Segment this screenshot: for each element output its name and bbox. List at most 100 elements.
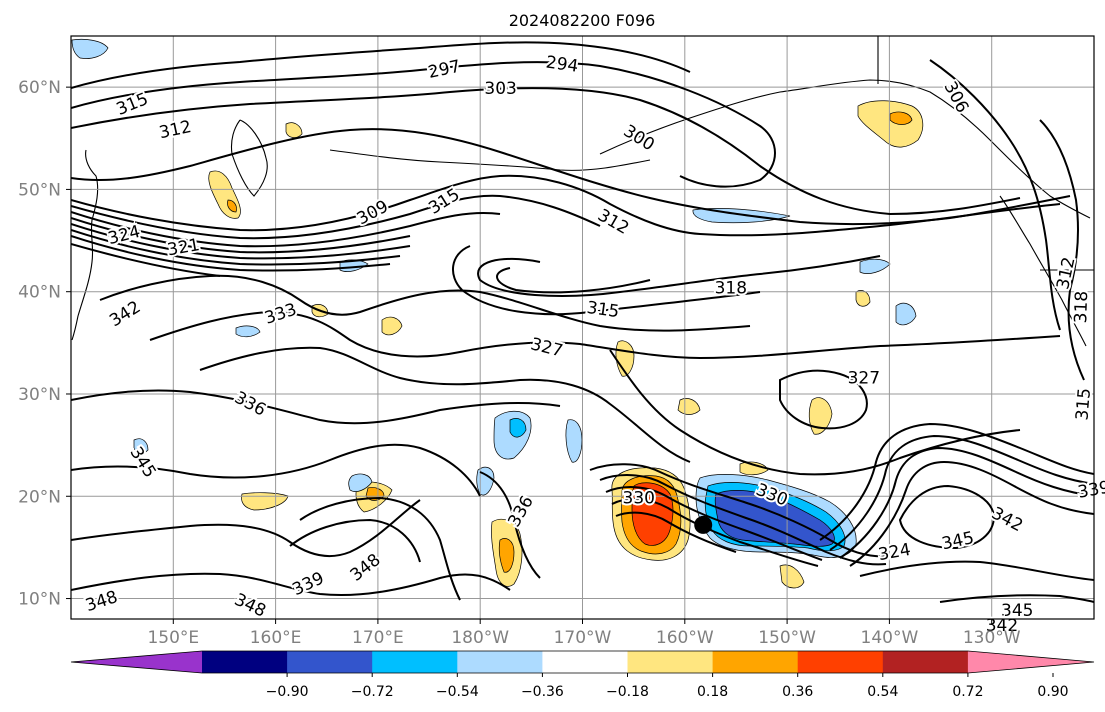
contour-line [829,434,1094,551]
colorbar-tick-label: 0.36 [782,684,813,700]
contour-line [929,59,1061,331]
contour-line [839,446,1094,559]
colorbar-extend-high [967,651,1094,673]
colorbar-tick-label: 0.18 [697,684,728,700]
lon-tick-label: 150°E [147,628,199,648]
contour-line [71,499,421,558]
contour-line [452,245,761,316]
coastlines [71,36,1094,347]
colorbar-segment [882,651,969,673]
storm-center-marker [694,515,713,534]
anomaly-patch [565,419,583,463]
contour-line [849,460,1094,567]
shaded-anomaly-layer [71,38,924,589]
contour-line [99,274,751,332]
anomaly-patch [227,199,237,213]
lon-tick-label: 160°E [250,628,302,648]
contour-line [1039,119,1085,381]
contour-line [589,463,891,558]
anomaly-patch [71,38,109,59]
colorbar-segment [202,651,288,673]
coastline-asia [71,149,99,341]
lat-tick-label: 40°N [18,283,61,303]
contour-label: 315 [1072,387,1095,421]
colorbar-tick-label: −0.72 [351,684,394,700]
colorbar-tick-label: 0.54 [867,684,898,700]
colorbar-tick-label: −0.18 [606,684,649,700]
lat-tick-label: 10°N [18,590,61,610]
contour-line [779,369,868,430]
contour-line [71,174,1061,237]
contour-line [496,267,651,294]
contour-label: 342 [986,616,1018,636]
anomaly-patch [241,492,289,511]
contour-line [71,223,411,260]
anomaly-patch [133,438,149,454]
lon-tick-label: 160°W [656,628,714,648]
contour-line [939,594,1094,603]
contour-label: 345 [1001,601,1033,621]
contour-line [71,235,391,272]
anomaly-patch [857,100,924,148]
anomaly-patch-red [631,482,674,546]
contour-line [299,496,461,601]
contour-line [615,511,737,553]
colorbar-tick-label: −0.36 [521,684,564,700]
anomaly-patch [348,473,373,492]
anomaly-patch [381,316,403,336]
colorbar-extend-low [71,651,202,673]
latitude-ticks: 60°N 50°N 40°N 30°N 20°N 10°N [18,78,71,610]
colorbar-outline [70,650,1095,674]
lat-tick-label: 50°N [18,180,61,200]
lon-tick-label: 180°W [451,628,509,648]
contour-line [859,560,1094,581]
colorbar-segment [457,651,543,673]
colorbar-segment [627,651,714,673]
contour-line [819,422,1094,541]
anomaly-patch [235,325,261,338]
colorbar: −0.90 −0.72 −0.54 −0.36 −0.18 0.18 0.36 0.54 0.7… [70,650,1095,700]
contour-line [71,443,481,497]
contour-line [71,194,601,240]
contour-line [599,474,887,566]
contour-label: 327 [848,369,880,389]
coastline-north-america [999,195,1087,347]
lat-tick-label: 20°N [18,487,61,507]
colorbar-segment [542,651,628,673]
contour-line [71,229,401,266]
coastline-alaska [599,79,1091,219]
anomaly-patch [677,398,701,415]
longitude-ticks: 150°E 160°E 170°E 180°W 170°W 160°W 150°W 140°W… [147,619,1021,648]
anomaly-patch [889,111,913,125]
contour-line [477,255,881,297]
anomaly-patch [855,290,871,307]
contour-label: 318 [715,279,747,299]
colorbar-segment [712,651,799,673]
contour-label: 303 [484,79,516,99]
anomaly-patch [779,564,805,589]
contour-line [199,346,691,463]
colorbar-segment [372,651,458,673]
contour-line [71,243,221,277]
contour-line [71,217,411,254]
lat-tick-label: 30°N [18,385,61,405]
map-title: 2024082200 F096 [509,11,656,30]
anomaly-patch [476,466,495,496]
coastline-aleutians [329,149,651,171]
contour-line [71,41,691,89]
lon-tick-label: 140°W [861,628,919,648]
contour-line [71,389,561,425]
lon-tick-label: 170°W [554,628,612,648]
contour-label: 321 [166,235,201,260]
contour-line [71,87,1021,216]
anomaly-patch [859,258,891,274]
contours [71,41,1094,603]
colorbar-segment [797,651,884,673]
contour-line [479,471,541,579]
contour-line [289,518,421,563]
anomaly-patch-blue [714,490,835,547]
contour-line [149,310,1061,360]
contour-label: 318 [1071,290,1092,323]
contour-line [71,211,501,248]
